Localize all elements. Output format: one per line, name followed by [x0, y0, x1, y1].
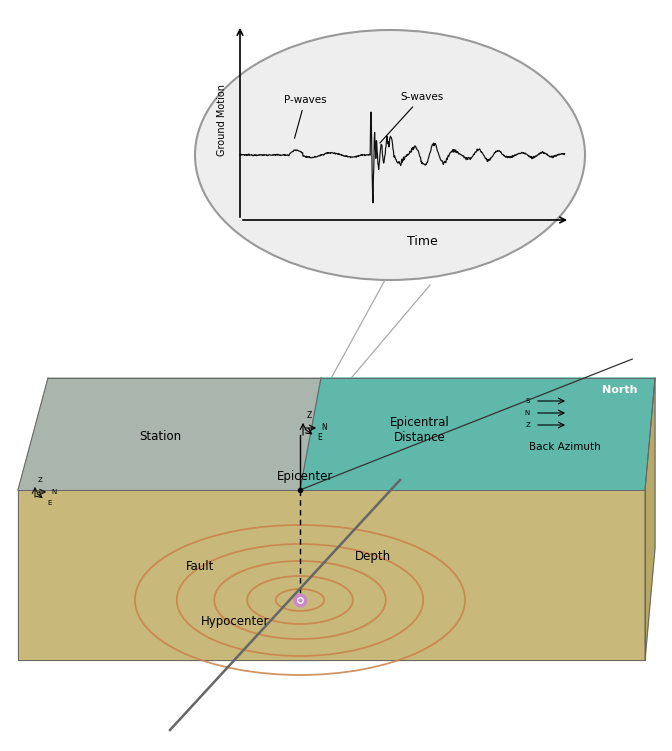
Text: Z: Z — [307, 411, 312, 420]
Text: Time: Time — [407, 235, 438, 248]
Polygon shape — [18, 378, 321, 490]
Text: Z: Z — [38, 477, 43, 483]
Text: P-waves: P-waves — [284, 95, 327, 138]
Polygon shape — [18, 490, 645, 660]
Text: E: E — [47, 500, 51, 506]
Text: E: E — [317, 433, 322, 442]
Ellipse shape — [195, 30, 585, 280]
Text: Hypocenter: Hypocenter — [201, 615, 269, 628]
Text: Ground Motion: Ground Motion — [217, 84, 227, 156]
Text: N: N — [51, 489, 56, 495]
Text: Depth: Depth — [355, 550, 391, 563]
Text: S: S — [526, 398, 530, 404]
Text: N: N — [525, 410, 530, 416]
Text: Fault: Fault — [186, 560, 214, 573]
Text: North: North — [602, 385, 638, 395]
Text: Epicentral
Distance: Epicentral Distance — [390, 416, 450, 444]
Polygon shape — [645, 378, 655, 660]
Text: S-waves: S-waves — [380, 92, 444, 143]
Polygon shape — [300, 378, 655, 490]
Text: Back Azimuth: Back Azimuth — [529, 442, 601, 452]
Text: Epicenter: Epicenter — [277, 470, 333, 483]
Text: Station: Station — [139, 430, 181, 443]
Text: Z: Z — [525, 422, 530, 428]
Text: N: N — [321, 424, 327, 433]
